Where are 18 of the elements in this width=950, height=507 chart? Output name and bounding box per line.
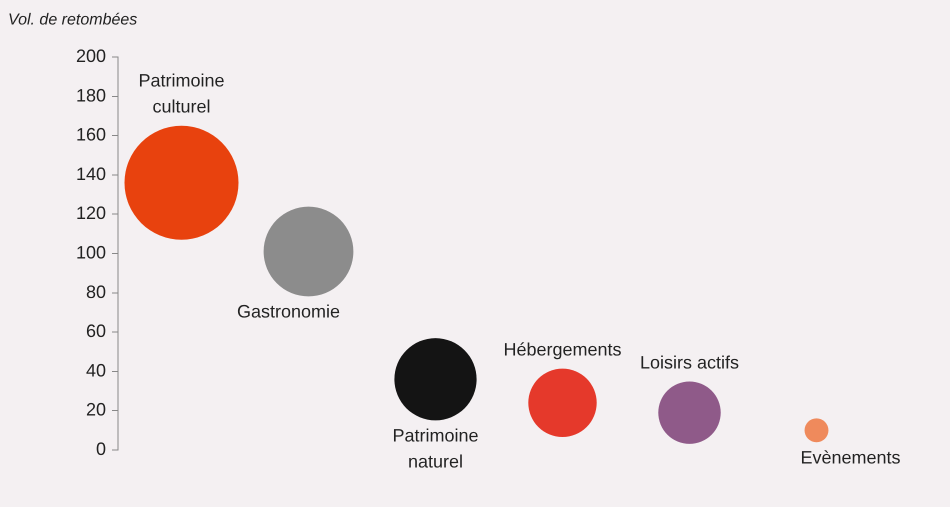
y-axis-title: Vol. de retombées <box>8 11 138 28</box>
y-tick-label: 0 <box>96 438 106 459</box>
x-tick-label: Hébergements <box>503 340 622 360</box>
x-tick-label: Gastronomie <box>236 301 340 322</box>
y-tick-label: 100 <box>76 242 106 262</box>
y-tick-label: 40 <box>86 360 106 380</box>
x-tick-label: Patrimoine culturel <box>138 70 225 117</box>
y-tick-label: 20 <box>86 400 106 420</box>
y-tick-label: 80 <box>86 282 106 302</box>
x-tick-label: Loisirs actifs <box>640 352 740 372</box>
x-tick-label: Patrimoine naturel <box>392 425 479 472</box>
y-tick-label: 60 <box>86 321 106 342</box>
y-tick-label: 200 <box>76 46 106 66</box>
x-tick-label: Evènements <box>800 447 901 468</box>
y-tick-label: 160 <box>76 124 106 145</box>
y-tick-label: 120 <box>76 203 106 224</box>
y-tick-label: 180 <box>76 85 106 106</box>
y-tick-label: 140 <box>76 164 106 184</box>
